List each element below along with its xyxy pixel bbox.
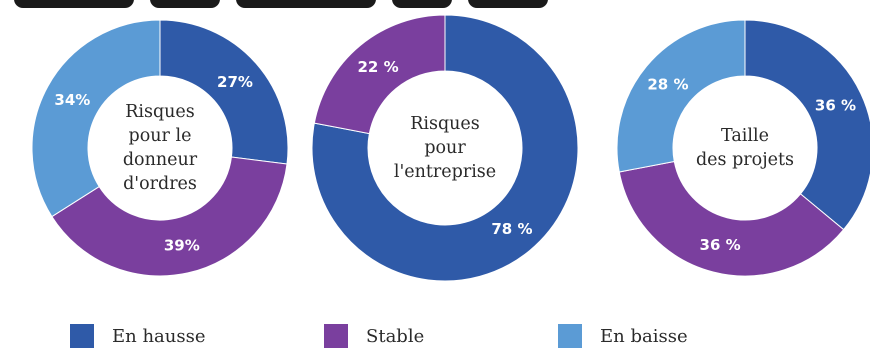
legend-swatch-stable bbox=[324, 324, 348, 348]
center-label-line: Risques bbox=[125, 102, 195, 122]
donut-charts: 27% 39% 34% Risques pour le donneur d'ordres 7… bbox=[31, 14, 870, 282]
center-label-line: Taille bbox=[721, 126, 769, 146]
slice-en-baisse bbox=[616, 19, 746, 173]
center-label-line: pour le bbox=[129, 126, 192, 146]
slice-label-en-hausse: 27% bbox=[217, 73, 253, 91]
center-label-line: d'ordres bbox=[123, 174, 197, 194]
slice-en-hausse bbox=[311, 14, 579, 282]
legend-swatch-en-hausse bbox=[70, 324, 94, 348]
cropped-title-strip bbox=[0, 0, 560, 14]
slice-label-en-baisse: 34% bbox=[54, 91, 90, 109]
center-label-line: pour bbox=[424, 138, 466, 158]
slice-en-baisse bbox=[31, 19, 161, 218]
slice-stable bbox=[618, 160, 845, 277]
donut-chart-risques-donneur-ordres: 27% 39% 34% Risques pour le donneur d'ordres bbox=[31, 19, 289, 277]
legend-item-en-hausse: En hausse bbox=[70, 322, 206, 350]
slice-stable bbox=[51, 156, 288, 277]
legend-swatch-en-baisse bbox=[558, 324, 582, 348]
center-label-line: des projets bbox=[696, 150, 794, 170]
donut-chart-taille-projets: 36 % 36 % 28 % Taille des projets bbox=[616, 19, 870, 277]
slice-label-stable: 36 % bbox=[700, 236, 741, 254]
slice-label-en-hausse: 36 % bbox=[815, 96, 856, 114]
legend-item-stable: Stable bbox=[324, 322, 424, 350]
donut-chart-risques-entreprise: 78 % 22 % Risques pour l'entreprise bbox=[311, 14, 579, 282]
slice-label-en-hausse: 78 % bbox=[491, 220, 532, 238]
slice-stable bbox=[313, 14, 446, 135]
legend-label: En hausse bbox=[112, 325, 206, 347]
slice-en-hausse bbox=[744, 19, 870, 231]
legend-label: En baisse bbox=[600, 325, 688, 347]
chart-legend: En hausse Stable En baisse bbox=[0, 322, 870, 350]
legend-label: Stable bbox=[366, 325, 425, 347]
slice-en-hausse bbox=[159, 19, 289, 165]
center-label-line: l'entreprise bbox=[394, 162, 496, 182]
center-label-line: Risques bbox=[410, 114, 480, 134]
slice-label-en-baisse: 28 % bbox=[647, 75, 688, 93]
center-label-line: donneur bbox=[123, 150, 198, 170]
slice-label-stable: 39% bbox=[164, 237, 200, 255]
legend-item-en-baisse: En baisse bbox=[558, 322, 688, 350]
slice-label-stable: 22 % bbox=[358, 58, 399, 76]
